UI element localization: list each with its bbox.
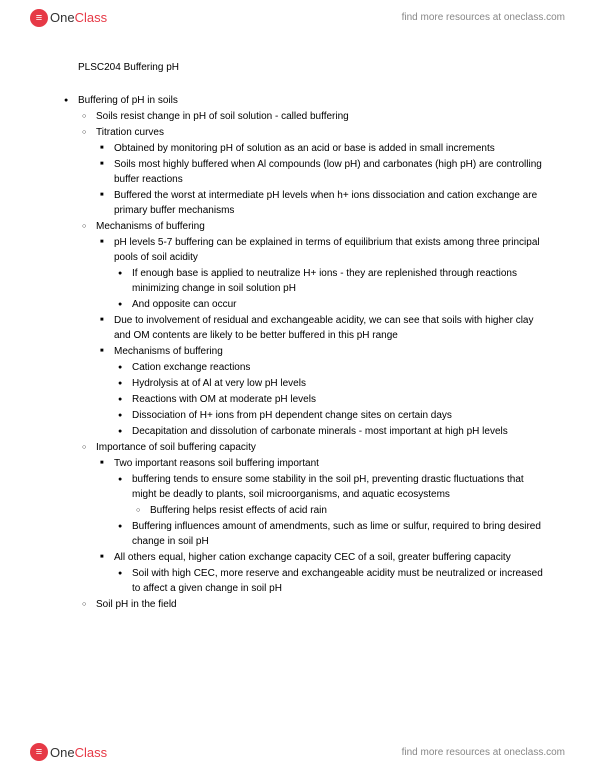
footer-tagline[interactable]: find more resources at oneclass.com <box>402 745 565 760</box>
list-item: Two important reasons soil buffering imp… <box>96 456 545 549</box>
list-item: buffering tends to ensure some stability… <box>114 472 545 518</box>
logo-part1: One <box>50 745 75 760</box>
item-text: Decapitation and dissolution of carbonat… <box>132 426 508 437</box>
item-text: Dissociation of H+ ions from pH dependen… <box>132 410 452 421</box>
item-text: Soils most highly buffered when Al compo… <box>114 159 542 185</box>
list-item: All others equal, higher cation exchange… <box>96 550 545 596</box>
list-item: Buffering of pH in soils Soils resist ch… <box>60 93 545 612</box>
item-text: Hydrolysis at of Al at very low pH level… <box>132 378 306 389</box>
list-item: Soil pH in the field <box>78 597 545 612</box>
item-text: All others equal, higher cation exchange… <box>114 552 511 563</box>
logo-part1: One <box>50 10 75 25</box>
list-item: If enough base is applied to neutralize … <box>114 266 545 296</box>
list-item: pH levels 5-7 buffering can be explained… <box>96 235 545 312</box>
list-item: Importance of soil buffering capacity Tw… <box>78 440 545 596</box>
list-item: Reactions with OM at moderate pH levels <box>114 392 545 407</box>
list-item: Titration curves Obtained by monitoring … <box>78 125 545 218</box>
item-text: Soil with high CEC, more reserve and exc… <box>132 568 543 594</box>
item-text: Buffering influences amount of amendment… <box>132 521 541 547</box>
item-text: Obtained by monitoring pH of solution as… <box>114 143 495 154</box>
item-text: Buffering of pH in soils <box>78 95 178 106</box>
list-item: Soils most highly buffered when Al compo… <box>96 157 545 187</box>
list-item: Mechanisms of buffering Cation exchange … <box>96 344 545 439</box>
logo-part2: Class <box>75 745 108 760</box>
header-bar: ≡ OneClass find more resources at onecla… <box>0 0 595 36</box>
item-text: Two important reasons soil buffering imp… <box>114 458 319 469</box>
header-tagline[interactable]: find more resources at oneclass.com <box>402 10 565 25</box>
item-text: Soil pH in the field <box>96 599 177 610</box>
page-title: PLSC204 Buffering pH <box>78 60 545 75</box>
list-item: Cation exchange reactions <box>114 360 545 375</box>
item-text: Due to involvement of residual and excha… <box>114 315 534 341</box>
item-text: Soils resist change in pH of soil soluti… <box>96 111 349 122</box>
footer-bar: ≡ OneClass find more resources at onecla… <box>0 735 595 770</box>
logo-part2: Class <box>75 10 108 25</box>
item-text: Cation exchange reactions <box>132 362 250 373</box>
list-item: And opposite can occur <box>114 297 545 312</box>
list-item: Obtained by monitoring pH of solution as… <box>96 141 545 156</box>
brand-logo-footer[interactable]: ≡ OneClass <box>30 743 107 763</box>
item-text: If enough base is applied to neutralize … <box>132 268 517 294</box>
list-item: Due to involvement of residual and excha… <box>96 313 545 343</box>
item-text: Buffering helps resist effects of acid r… <box>150 505 327 516</box>
item-text: Reactions with OM at moderate pH levels <box>132 394 316 405</box>
brand-logo[interactable]: ≡ OneClass <box>30 8 107 28</box>
item-text: Importance of soil buffering capacity <box>96 442 256 453</box>
logo-icon: ≡ <box>30 743 48 761</box>
item-text: Titration curves <box>96 127 164 138</box>
item-text: Mechanisms of buffering <box>114 346 223 357</box>
document-content: PLSC204 Buffering pH Buffering of pH in … <box>60 60 545 613</box>
list-item: Soil with high CEC, more reserve and exc… <box>114 566 545 596</box>
list-item: Decapitation and dissolution of carbonat… <box>114 424 545 439</box>
logo-icon: ≡ <box>30 9 48 27</box>
list-item: Soils resist change in pH of soil soluti… <box>78 109 545 124</box>
logo-text: OneClass <box>50 743 107 763</box>
list-item: Buffering influences amount of amendment… <box>114 519 545 549</box>
item-text: buffering tends to ensure some stability… <box>132 474 524 500</box>
list-item: Buffering helps resist effects of acid r… <box>132 503 545 518</box>
list-item: Buffered the worst at intermediate pH le… <box>96 188 545 218</box>
item-text: And opposite can occur <box>132 299 237 310</box>
list-item: Dissociation of H+ ions from pH dependen… <box>114 408 545 423</box>
list-item: Hydrolysis at of Al at very low pH level… <box>114 376 545 391</box>
list-item: Mechanisms of buffering pH levels 5-7 bu… <box>78 219 545 439</box>
item-text: Mechanisms of buffering <box>96 221 205 232</box>
item-text: Buffered the worst at intermediate pH le… <box>114 190 537 216</box>
item-text: pH levels 5-7 buffering can be explained… <box>114 237 540 263</box>
logo-text: OneClass <box>50 8 107 28</box>
